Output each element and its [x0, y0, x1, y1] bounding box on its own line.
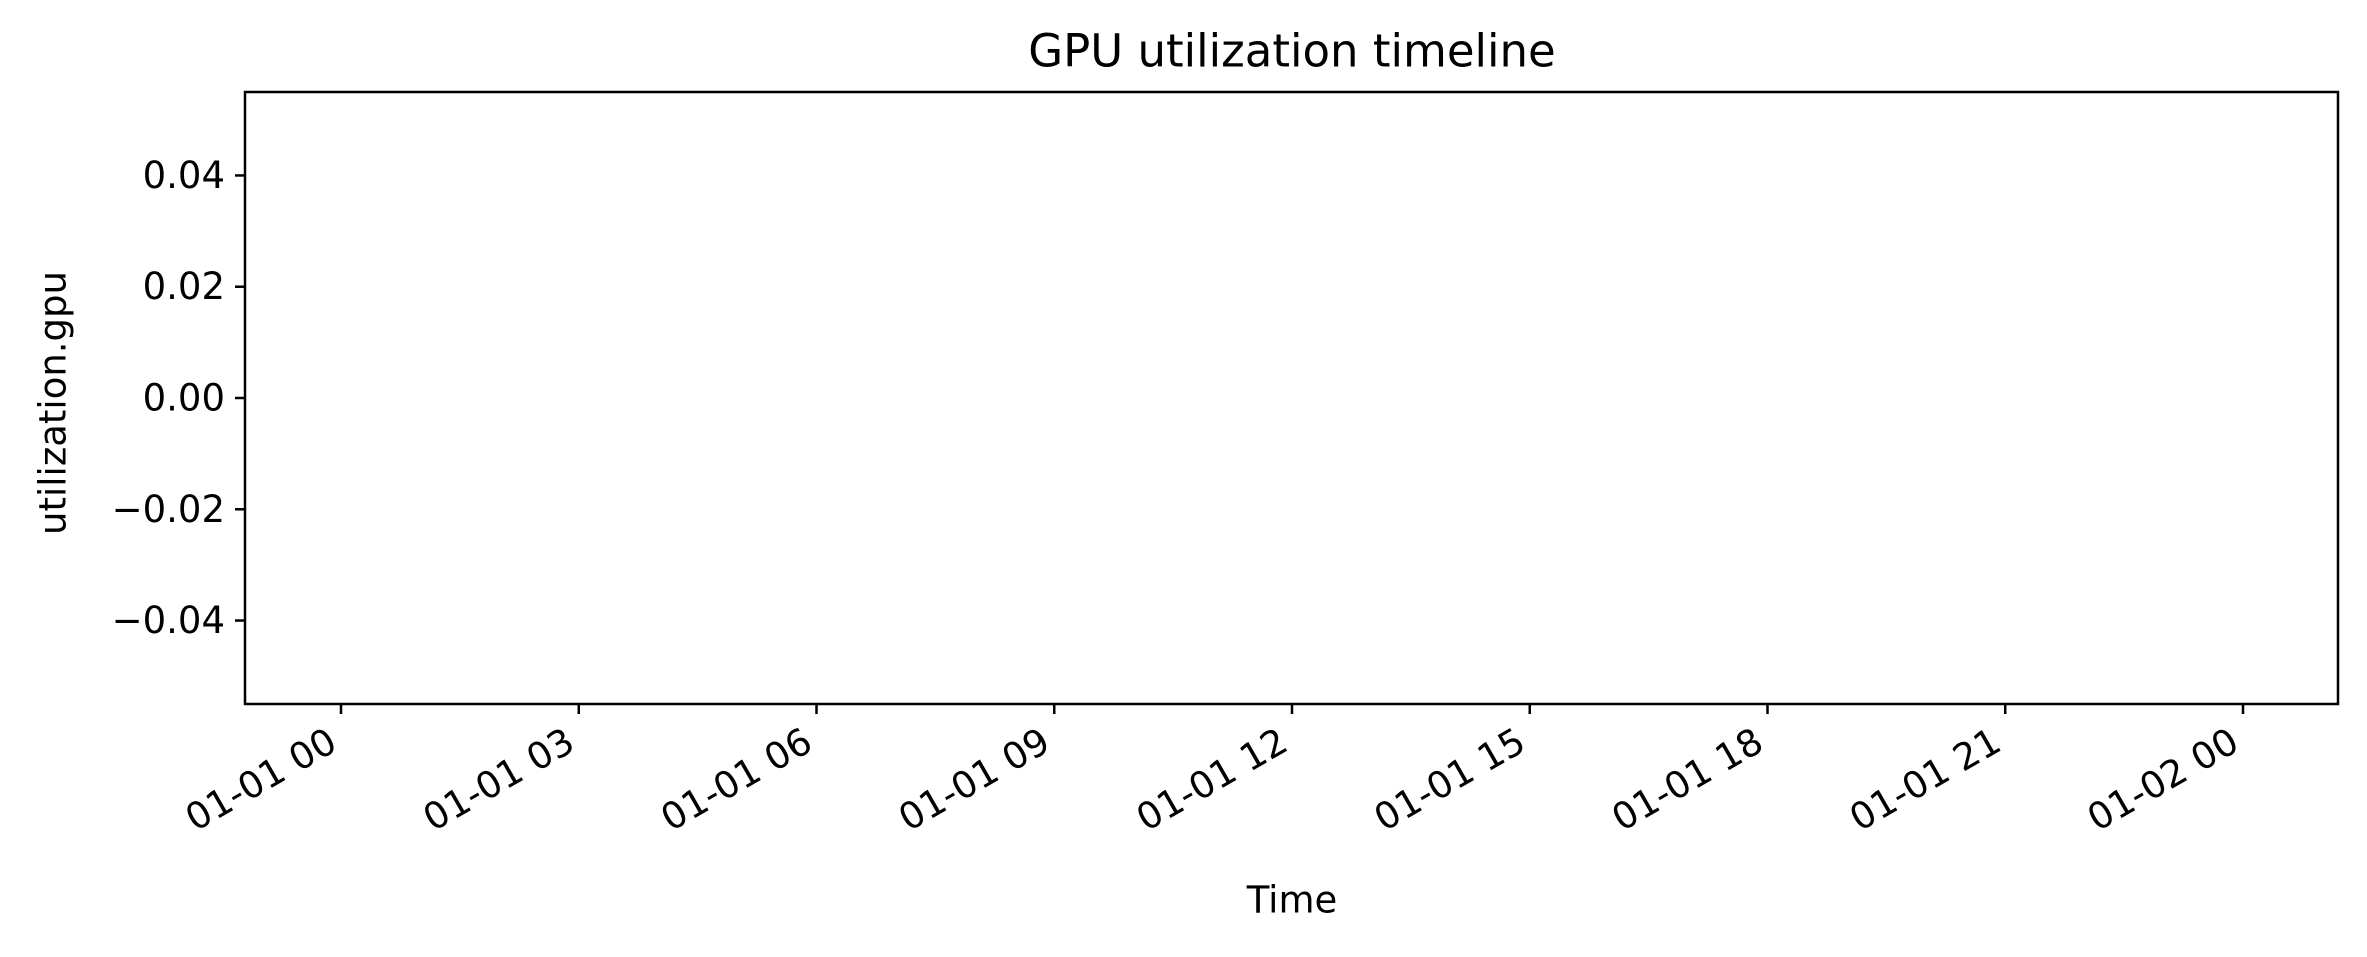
y-tick-label: 0.04 — [143, 154, 225, 197]
y-tick-label: −0.02 — [112, 488, 225, 531]
chart-title: GPU utilization timeline — [1028, 25, 1556, 78]
plot-area-frame — [243, 90, 2340, 706]
y-tick-label: 0.00 — [143, 377, 225, 420]
x-axis-label: Time — [1246, 879, 1338, 922]
y-tick-label: −0.04 — [112, 599, 225, 642]
y-axis-label: utilization.gpu — [32, 271, 75, 535]
y-axis-ticks: 0.04 0.02 0.00 −0.02 −0.04 — [112, 154, 245, 642]
y-tick-label: 0.02 — [143, 265, 225, 308]
